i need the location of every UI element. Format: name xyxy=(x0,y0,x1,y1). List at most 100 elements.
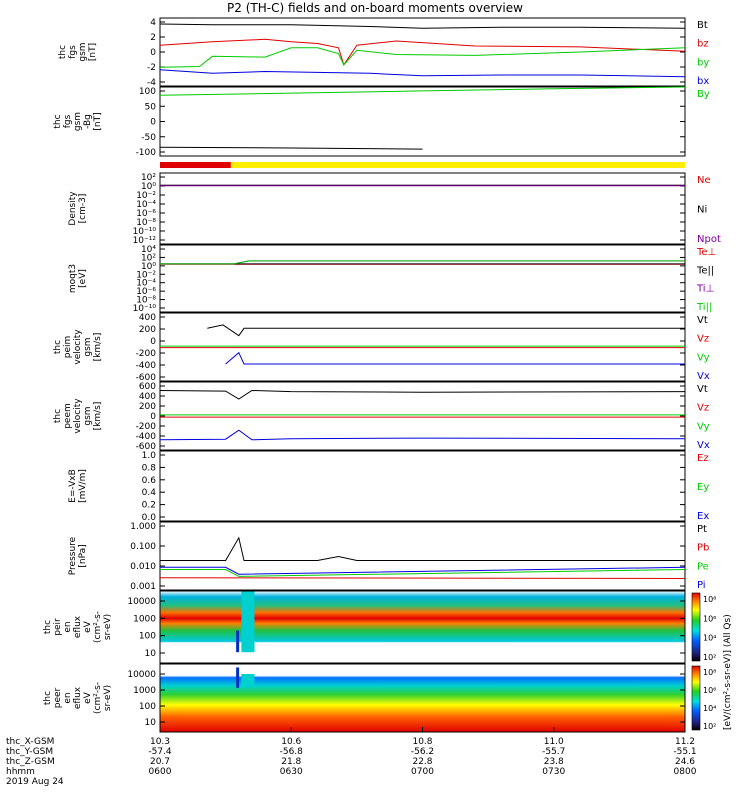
y-tick-label: 0.001 xyxy=(130,582,156,592)
y-tick-label: 10⁴ xyxy=(141,245,156,255)
y-axis-label: [mV/m] xyxy=(78,469,88,503)
legend-entry: bx xyxy=(697,76,709,87)
series-line-bx xyxy=(159,69,686,78)
y-axis-label: eV xyxy=(83,620,93,633)
legend-entry: Vz xyxy=(697,334,709,345)
legend-entry: Ni xyxy=(697,205,707,216)
spectrogram-column-dark xyxy=(236,630,240,653)
panel-5: 400 200 0 -200 -400 -600 thc peim velocity gsm [km… xyxy=(53,312,710,383)
colorbar-tick-label: 10² xyxy=(703,653,716,662)
y-axis-label: [km/s] xyxy=(93,333,103,362)
y-tick-label: -100 xyxy=(136,148,157,158)
y-axis-label: fgs xyxy=(68,45,78,59)
legend-entry: Te⊥ xyxy=(696,247,716,258)
series-line-Vt xyxy=(207,324,685,337)
y-tick-label: 10000 xyxy=(127,670,156,680)
x-row-label: thc_X-GSM xyxy=(6,737,54,747)
y-tick-label: 10⁻² xyxy=(136,191,156,201)
series-line-Bt xyxy=(159,23,686,29)
y-axis-label: thc xyxy=(58,45,68,59)
y-tick-label: -2 xyxy=(147,63,156,73)
x-tick-label: 24.6 xyxy=(675,757,695,767)
y-tick-label: 10⁻⁶ xyxy=(136,287,156,297)
y-tick-label: 10⁻⁴ xyxy=(136,279,156,289)
y-axis-label: -Bg xyxy=(83,114,93,129)
x-tick-label: 21.8 xyxy=(281,757,301,767)
legend-entry: Pb xyxy=(697,543,709,554)
panel-1: 4 2 0 -2 -4 thc fgs gsm [nT] Bt bz by bx xyxy=(58,17,709,88)
y-tick-label: 10⁰ xyxy=(141,182,156,192)
legend-entry: Pt xyxy=(697,524,707,535)
y-tick-label: 10² xyxy=(141,253,156,263)
y-tick-label: 100 xyxy=(139,87,156,97)
series-line-Ti|| xyxy=(160,260,685,265)
panel-10: 10⁸ 10⁶ 10⁴ 10² 10000 1000 100 10 thc peer en eflux… xyxy=(43,663,716,733)
colorbar-tick-label: 10⁸ xyxy=(703,595,716,604)
y-axis-label: [nPa] xyxy=(78,544,88,567)
y-axis-label: thc xyxy=(43,691,53,705)
y-tick-label: 10⁰ xyxy=(141,262,156,272)
panel-9: 10⁸ 10⁶ 10⁴ 10² 10000 1000 100 10 thc peir en eflux… xyxy=(43,590,716,664)
y-axis-label: thc xyxy=(53,340,63,354)
x-tick-label: 0600 xyxy=(149,767,172,777)
y-axis-label: (cm²-s- xyxy=(93,682,103,714)
series-line-Vt xyxy=(159,389,686,400)
panel-frame xyxy=(159,521,686,591)
y-tick-label: 400 xyxy=(139,313,156,323)
y-axis-label: gsm xyxy=(83,337,93,356)
series-line-by xyxy=(159,47,686,68)
panel-frame xyxy=(159,244,686,313)
spectrogram-column-dark xyxy=(236,667,240,688)
panel-frame xyxy=(159,450,686,522)
x-tick-label: 20.7 xyxy=(150,757,170,767)
legend-entry: Ti⊥ xyxy=(696,284,714,295)
y-tick-label: 10⁻⁶ xyxy=(136,209,156,219)
panel-2: 100 50 0 -50 -100 thc fgs gsm -Bg [nT] By xyxy=(53,86,710,168)
x-row-label: hhmm xyxy=(6,767,35,777)
y-axis-label: [eV] xyxy=(78,269,88,288)
y-axis-label: peer xyxy=(53,687,63,708)
y-axis-label: peim xyxy=(63,336,73,359)
x-tick-label: 0730 xyxy=(542,767,565,777)
y-tick-label: 0.2 xyxy=(142,501,156,511)
y-tick-label: 0 xyxy=(150,412,156,422)
x-tick-label: 23.8 xyxy=(544,757,564,767)
y-tick-label: 10 xyxy=(145,718,157,728)
colorbar-tick-label: 10⁶ xyxy=(703,686,716,695)
legend-entry: Bt xyxy=(697,20,708,31)
legend-entry: bz xyxy=(697,39,709,50)
colorbar xyxy=(691,665,701,731)
y-tick-label: 1000 xyxy=(133,686,156,696)
y-tick-label: 10⁻¹⁰ xyxy=(133,304,157,314)
y-tick-label: 400 xyxy=(139,392,156,402)
y-tick-label: 1000 xyxy=(133,614,156,624)
series-line-Vx xyxy=(159,429,686,441)
legend-entry: Vy xyxy=(697,421,710,432)
y-axis-label: en xyxy=(63,692,73,703)
y-axis-label: Pressure xyxy=(68,536,78,575)
series-line-Pt xyxy=(160,536,685,561)
legend-entry: Ti|| xyxy=(696,302,712,313)
y-axis-label: [nT] xyxy=(93,112,103,130)
x-row-label: thc_Y-GSM xyxy=(6,747,53,757)
legend-entry: Vy xyxy=(697,352,710,363)
y-tick-label: 0.8 xyxy=(142,463,157,473)
y-tick-label: -400 xyxy=(136,432,157,442)
panel-8: 1.000 0.100 0.010 0.001 Pressure [nPa] Pt Pb Pe P… xyxy=(68,521,709,592)
y-tick-label: 200 xyxy=(139,402,156,412)
y-axis-label: eflux xyxy=(73,615,83,638)
y-tick-label: 0.010 xyxy=(130,562,156,572)
y-axis-label: gsm xyxy=(78,42,88,61)
y-tick-label: 0 xyxy=(150,48,156,58)
y-tick-label: 100 xyxy=(139,702,156,712)
x-tick-label: 10.6 xyxy=(281,737,301,747)
date-label: 2019 Aug 24 xyxy=(6,777,64,787)
legend-entry: Vz xyxy=(697,403,709,414)
y-tick-label: 0 xyxy=(150,118,156,128)
colorbar-tick-label: 10⁴ xyxy=(703,704,716,713)
series-line-By xyxy=(159,86,686,96)
y-axis-label: fgs xyxy=(63,114,73,128)
y-axis-label: peir xyxy=(53,618,63,636)
